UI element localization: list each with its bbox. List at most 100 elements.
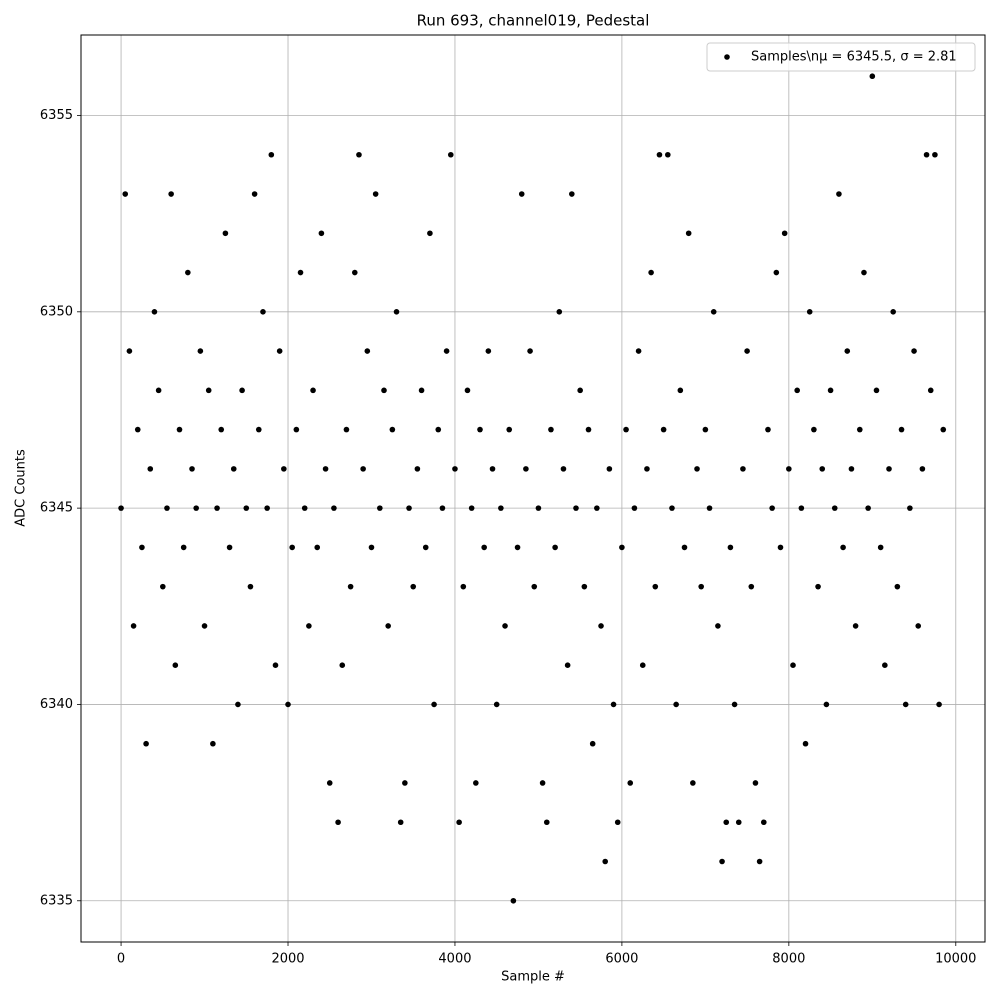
data-point	[781, 230, 788, 237]
data-point	[735, 819, 742, 826]
data-point	[531, 583, 538, 590]
data-point	[498, 505, 504, 511]
data-point	[527, 348, 533, 354]
data-point	[452, 466, 458, 472]
data-point	[326, 780, 333, 786]
data-point	[201, 623, 208, 629]
data-point	[744, 348, 750, 354]
data-point	[919, 466, 926, 472]
data-point	[936, 701, 942, 708]
data-point	[402, 780, 408, 786]
data-point	[164, 505, 170, 511]
data-point	[468, 505, 475, 511]
data-point	[681, 544, 688, 551]
data-point	[130, 623, 137, 629]
data-point	[869, 73, 876, 80]
data-point	[836, 191, 842, 197]
data-point	[656, 151, 663, 158]
data-point	[214, 505, 220, 511]
data-point	[281, 466, 287, 472]
data-point	[894, 583, 901, 590]
x-tick-label: 2000	[271, 952, 304, 967]
data-point	[372, 191, 379, 197]
y-tick-label: 6345	[40, 501, 73, 516]
data-point	[598, 623, 604, 629]
data-point	[410, 583, 417, 590]
data-point	[268, 151, 275, 158]
legend-label: Samples\nμ = 6345.5, σ = 2.81	[751, 50, 957, 65]
data-point	[765, 426, 771, 433]
data-point	[585, 426, 592, 433]
data-point	[489, 466, 496, 472]
data-point	[126, 348, 133, 354]
data-point	[719, 858, 725, 865]
data-point	[589, 740, 596, 747]
data-point	[577, 387, 583, 394]
x-tick-label: 0	[117, 952, 125, 967]
data-point	[255, 426, 262, 433]
data-point	[393, 309, 400, 315]
data-point	[502, 623, 508, 629]
data-point	[168, 191, 174, 197]
data-point	[297, 269, 304, 276]
data-point	[677, 387, 684, 394]
legend-marker	[724, 54, 730, 60]
data-point	[573, 505, 579, 511]
data-point	[143, 740, 149, 747]
data-point	[923, 151, 930, 158]
data-point	[702, 426, 709, 433]
data-point	[748, 583, 755, 590]
legend: Samples\nμ = 6345.5, σ = 2.81	[706, 42, 976, 72]
data-point	[456, 819, 462, 826]
data-point	[510, 897, 517, 904]
data-point	[460, 583, 467, 590]
data-point	[243, 505, 250, 511]
data-point	[251, 191, 258, 197]
data-point	[518, 191, 525, 197]
data-point	[594, 505, 600, 511]
data-point	[122, 191, 129, 197]
data-point	[556, 309, 563, 315]
data-point	[790, 662, 796, 668]
data-point	[406, 505, 412, 511]
data-point	[310, 387, 316, 394]
data-point	[886, 466, 892, 472]
data-point	[602, 858, 609, 865]
data-point	[806, 309, 813, 315]
data-point	[151, 309, 158, 315]
data-point	[840, 544, 846, 551]
data-point	[364, 348, 371, 354]
data-point	[226, 544, 233, 551]
data-point	[685, 230, 692, 237]
data-point	[660, 426, 667, 433]
data-point	[690, 780, 696, 786]
data-point	[802, 740, 809, 747]
data-point	[723, 819, 730, 826]
data-point	[477, 426, 483, 433]
data-point	[493, 701, 500, 708]
data-point	[898, 426, 905, 433]
data-point	[447, 151, 454, 158]
data-point	[285, 701, 291, 708]
data-point	[322, 466, 329, 472]
data-point	[230, 466, 237, 472]
data-point	[385, 623, 391, 629]
data-point	[706, 505, 713, 511]
data-point	[414, 466, 421, 472]
data-point	[627, 780, 634, 786]
data-point	[222, 230, 229, 237]
y-tick-label: 6350	[40, 304, 73, 319]
plot-frame	[80, 34, 986, 943]
data-point	[464, 387, 471, 394]
data-point	[564, 662, 571, 668]
data-point	[902, 701, 909, 708]
data-point	[264, 505, 270, 511]
data-point	[581, 583, 588, 590]
data-point	[160, 583, 166, 590]
data-point	[669, 505, 675, 511]
data-point	[652, 583, 659, 590]
data-point	[606, 466, 613, 472]
data-point	[827, 387, 834, 394]
data-point	[639, 662, 646, 668]
